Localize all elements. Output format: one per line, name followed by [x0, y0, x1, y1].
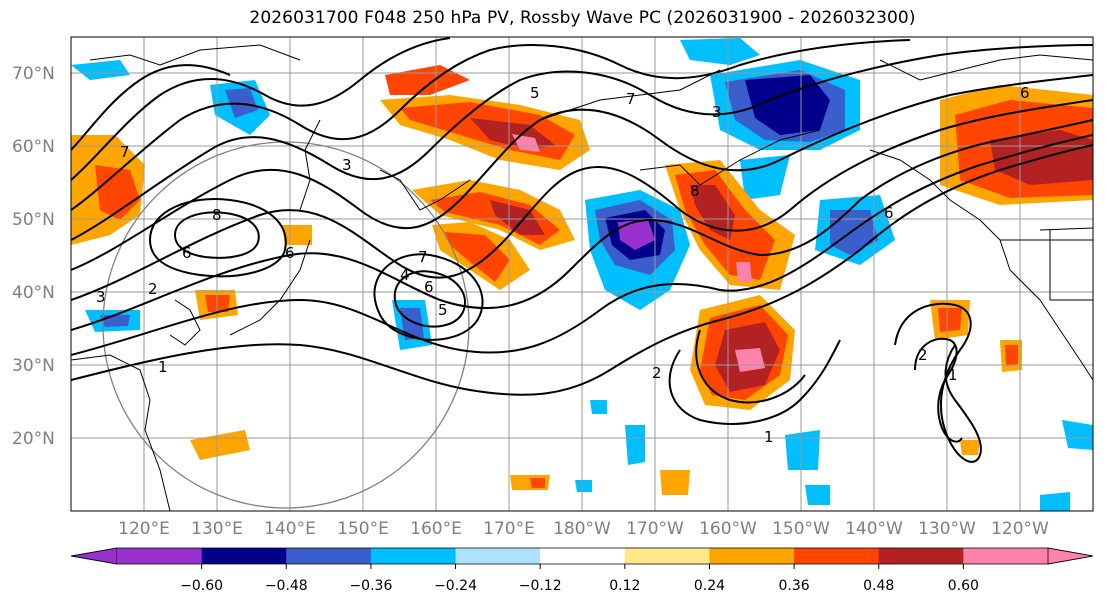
longitude-label: 160°W	[699, 519, 757, 539]
colorbar-outline	[70, 547, 1094, 565]
colorbar-segment	[455, 548, 541, 564]
pv-contours	[71, 37, 1093, 463]
contour-label: 2	[148, 280, 158, 298]
contour-label: 6	[884, 204, 894, 222]
contour-label: 6	[1020, 84, 1030, 102]
longitude-label: 130°E	[191, 519, 243, 539]
latitude-label: 30°N	[12, 356, 55, 376]
colorbar-segment	[201, 548, 287, 564]
contour-label: 8	[212, 206, 222, 224]
longitude-axis: 120°E 130°E 140°E 150°E 160°E 170°E 180°…	[118, 519, 1049, 539]
contour-label: 6	[424, 278, 434, 296]
colorbar-tick-label: 0.48	[863, 578, 894, 594]
contour-label: 1	[764, 428, 774, 446]
colorbar-ticks: −0.60 −0.48 −0.36 −0.24 −0.12 0.12 0.24 …	[180, 564, 979, 594]
longitude-label: 170°W	[626, 519, 684, 539]
colorbar-tick-label: −0.60	[180, 578, 223, 594]
longitude-label: 120°E	[118, 519, 170, 539]
longitude-label: 140°E	[264, 519, 316, 539]
contour-label: 4	[400, 266, 410, 284]
colorbar-tick-label: 0.24	[694, 578, 725, 594]
longitude-label: 150°E	[337, 519, 389, 539]
colorbar-segment	[624, 548, 710, 564]
colorbar-segment	[963, 548, 1049, 564]
longitude-label: 140°W	[845, 519, 903, 539]
latitude-label: 70°N	[12, 64, 55, 84]
contour-label: 3	[712, 103, 722, 121]
contour-label: 1	[158, 358, 168, 376]
colorbar	[70, 547, 1094, 565]
longitude-label: 180°W	[553, 519, 611, 539]
colorbar-tick-label: 0.12	[609, 578, 640, 594]
contour-label: 7	[626, 90, 636, 108]
graticule	[71, 37, 1093, 511]
contour-label: 5	[530, 84, 540, 102]
map-title: 2026031700 F048 250 hPa PV, Rossby Wave …	[249, 8, 916, 28]
colorbar-segment	[794, 548, 880, 564]
longitude-label: 130°W	[918, 519, 976, 539]
colorbar-tick-label: −0.48	[265, 578, 308, 594]
colorbar-segment	[286, 548, 372, 564]
latitude-label: 40°N	[12, 283, 55, 303]
contour-label: 2	[652, 364, 662, 382]
contour-label: 6	[182, 244, 192, 262]
latitude-label: 60°N	[12, 137, 55, 157]
latitude-label: 20°N	[12, 429, 55, 449]
contour-label: 3	[96, 288, 106, 306]
colorbar-segment	[370, 548, 457, 564]
colorbar-tick-label: −0.24	[434, 578, 477, 594]
contour-label: 2	[918, 346, 928, 364]
longitude-label: 170°E	[483, 519, 535, 539]
contour-label: 6	[285, 244, 295, 262]
colorbar-segment	[540, 548, 626, 564]
longitude-label: 160°E	[410, 519, 462, 539]
colorbar-max-arrow	[1047, 547, 1094, 565]
latitude-label: 50°N	[12, 210, 55, 230]
contour-label: 7	[418, 248, 428, 266]
latitude-axis: 70°N 60°N 50°N 40°N 30°N 20°N	[12, 64, 55, 449]
colorbar-segment	[709, 548, 795, 564]
contour-labels: 7 8 6 6 3 3 1 2 4 5 6 7 5 2 1 3 6 7 8 6 …	[96, 84, 1030, 446]
coastlines	[71, 44, 1093, 511]
plot-frame	[70, 36, 1094, 512]
colorbar-tick-label: 0.60	[948, 578, 979, 594]
contour-label: 1	[948, 366, 958, 384]
colorbar-tick-label: 0.36	[779, 578, 810, 594]
longitude-label: 120°W	[991, 519, 1049, 539]
colorbar-segment	[117, 548, 203, 564]
contour-label: 3	[342, 156, 352, 174]
longitude-label: 150°W	[772, 519, 830, 539]
contour-label: 8	[690, 182, 700, 200]
contour-label: 7	[120, 143, 130, 161]
colorbar-segment	[878, 548, 964, 564]
colorbar-tick-label: −0.12	[519, 578, 562, 594]
colorbar-min-arrow	[70, 547, 118, 565]
contour-label: 5	[438, 301, 448, 319]
colorbar-tick-label: −0.36	[349, 578, 392, 594]
reference-circle	[102, 141, 470, 509]
